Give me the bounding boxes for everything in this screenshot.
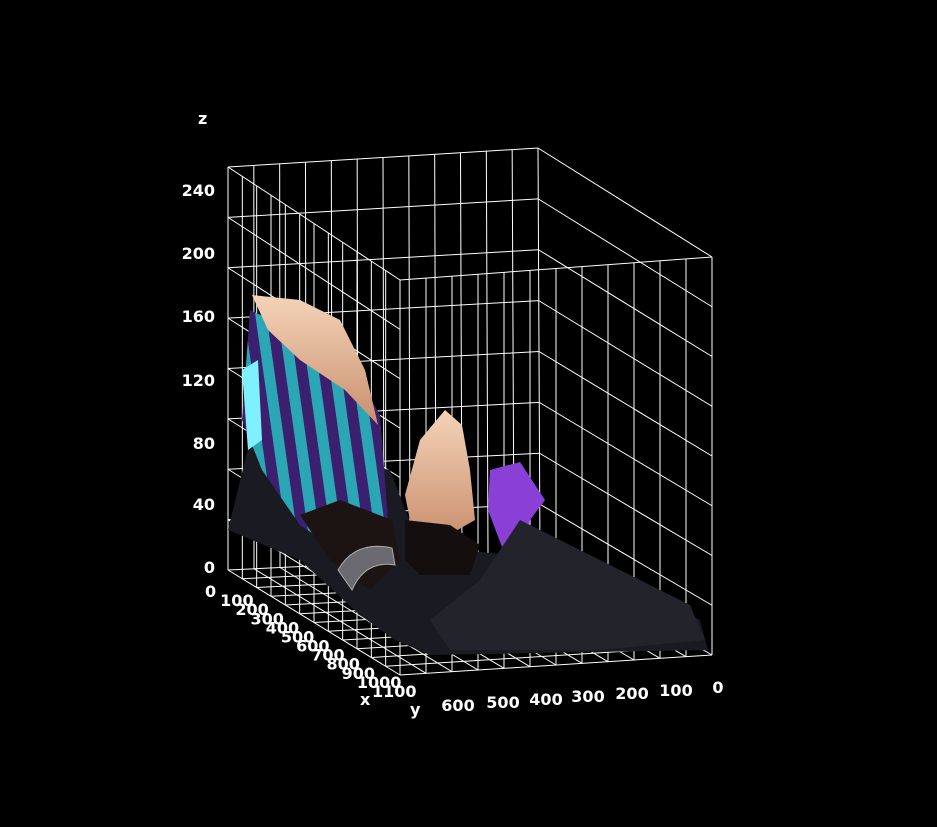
z-tick-label: 40: [193, 495, 215, 514]
y-axis-label: y: [410, 700, 421, 719]
z-tick-label: 160: [182, 307, 215, 326]
x-tick-label: 500: [281, 627, 314, 646]
surface-cyan-edge: [242, 360, 262, 450]
x-tick-label: 400: [266, 618, 299, 637]
y-tick-label: 400: [529, 690, 562, 709]
x-tick-label: 700: [311, 646, 344, 665]
z-tick-label: 120: [182, 371, 215, 390]
y-gridline: [253, 568, 427, 674]
x-tick-label: 0: [205, 582, 216, 601]
z-tick-label: 200: [182, 244, 215, 263]
x-tick-label: 600: [296, 637, 329, 656]
surface-hair: [300, 500, 400, 590]
x-tick-label: 900: [342, 664, 375, 683]
z-tick-label: 0: [204, 558, 215, 577]
surface-hair-right: [405, 520, 480, 575]
x-tick-label: 200: [235, 600, 268, 619]
z-tick-label: 80: [193, 434, 215, 453]
surface-headphone: [337, 545, 396, 592]
z-axis-label: z: [198, 109, 207, 128]
x-tick-label: 300: [251, 609, 284, 628]
x-tick-label: 100: [220, 591, 253, 610]
z-gridline: [538, 249, 713, 357]
y-tick-label: 200: [615, 684, 648, 703]
box-edge: [537, 147, 713, 258]
z-gridline: [537, 198, 713, 308]
y-tick-label: 0: [712, 678, 723, 697]
x-tick-label: 1000: [357, 673, 402, 692]
y-tick-label: 500: [486, 693, 519, 712]
surface-dark-ridges: [430, 520, 705, 650]
y-tick-label: 600: [441, 696, 474, 715]
y-gridline: [485, 151, 489, 558]
surface-skin-peak-right: [405, 410, 475, 540]
x-axis-label: x: [360, 690, 371, 709]
z-gridline: [539, 452, 713, 556]
x-tick-label: 1100: [372, 682, 417, 701]
z-gridline: [538, 351, 713, 457]
surface-skin-peak: [252, 295, 378, 425]
y-tick-label: 300: [571, 687, 604, 706]
z-tick-label: 240: [182, 181, 215, 200]
surface-mesh: [228, 295, 708, 655]
y-tick-label: 100: [659, 681, 692, 700]
x-tick-label: 800: [326, 655, 359, 674]
z-gridline: [538, 300, 713, 407]
z-gridline: [539, 503, 713, 606]
z-gridline: [538, 401, 713, 507]
y-gridline: [279, 567, 453, 673]
